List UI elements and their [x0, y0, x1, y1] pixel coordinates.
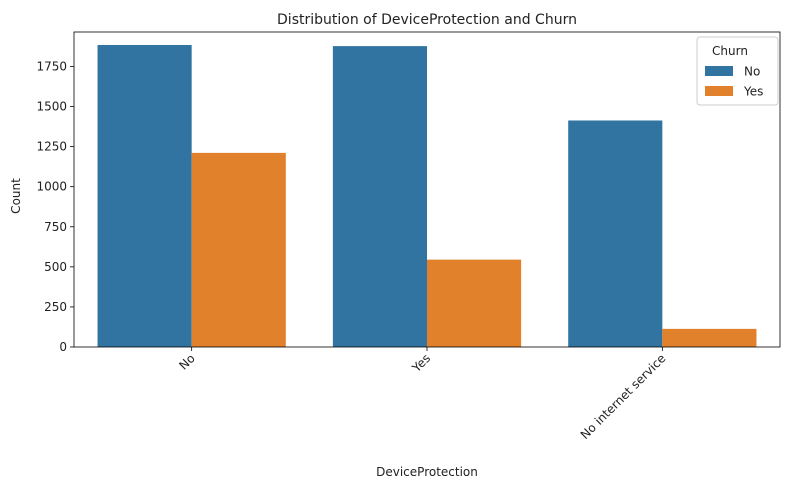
y-axis-label: Count: [9, 178, 23, 214]
bar-no-churn-yes: [191, 152, 286, 347]
bars: [97, 44, 757, 347]
y-tick-label: 750: [44, 220, 67, 234]
x-axis-label: DeviceProtection: [376, 465, 478, 479]
legend-swatch-yes: [705, 86, 733, 96]
x-tick-label: No: [176, 351, 197, 372]
bar-yes-churn-no: [332, 46, 427, 347]
y-tick-label: 0: [59, 340, 67, 354]
chart-title: Distribution of DeviceProtection and Chu…: [277, 12, 577, 28]
y-tick-label: 500: [44, 260, 67, 274]
legend-title: Churn: [712, 44, 748, 58]
y-tick-label: 1250: [36, 140, 67, 154]
legend-swatch-no: [705, 66, 733, 76]
legend-label-yes: Yes: [743, 85, 763, 99]
y-tick-label: 1500: [36, 100, 67, 114]
bar-no-churn-no: [97, 44, 192, 347]
y-tick-label: 1750: [36, 59, 67, 73]
bar-yes-churn-yes: [427, 259, 522, 347]
legend-label-no: No: [744, 65, 760, 79]
x-tick-label: No internet service: [578, 351, 669, 442]
x-tick-label: Yes: [409, 351, 433, 375]
bar-no-internet-service-churn-yes: [662, 328, 757, 347]
y-tick-label: 250: [44, 300, 67, 314]
plot-frame: [73, 31, 781, 348]
y-tick-label: 1000: [36, 180, 67, 194]
legend: Churn No Yes: [696, 36, 779, 106]
y-axis-ticks: 0 250 500 750 1000 1250 1500 1750: [36, 59, 74, 354]
bar-no-internet-service-churn-no: [568, 120, 663, 347]
x-axis-ticks: No Yes No internet service: [176, 347, 668, 442]
